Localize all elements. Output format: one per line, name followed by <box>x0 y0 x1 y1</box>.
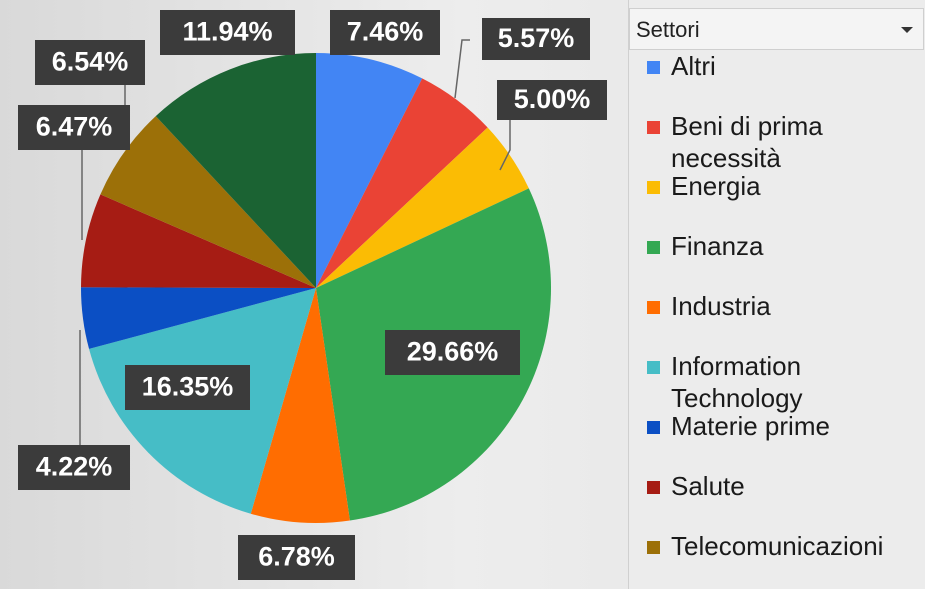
leader-line <box>454 39 470 99</box>
pie-slice <box>250 288 350 524</box>
legend-label: Industria <box>671 291 771 321</box>
legend-item: Beni di prima necessità <box>647 110 917 174</box>
data-label: 6.47% <box>36 112 113 142</box>
pie-slice <box>80 287 316 349</box>
label-box <box>18 445 130 490</box>
legend-label: Salute <box>671 471 745 501</box>
legend-label: Altri <box>671 51 716 81</box>
legend-swatch <box>647 301 660 314</box>
label-box <box>238 535 355 580</box>
label-box <box>35 40 145 85</box>
legend-label: Finanza <box>671 231 764 261</box>
legend-swatch <box>647 361 660 374</box>
legend-swatch <box>647 181 660 194</box>
data-label: 4.22% <box>36 452 113 482</box>
data-label: 11.94% <box>182 17 272 47</box>
data-label: 29.66% <box>407 337 499 367</box>
legend-item: Altri <box>647 50 917 82</box>
legend: Settori Altri Beni di prima necessità Ener… <box>628 0 925 589</box>
legend-label: Materie prime <box>671 411 830 441</box>
legend-item: Industria <box>647 290 917 322</box>
legend-header[interactable]: Settori <box>629 8 924 50</box>
data-label: 7.46% <box>347 17 424 47</box>
legend-item: Information Technology <box>647 350 917 414</box>
label-box <box>160 10 295 55</box>
data-label: 6.54% <box>52 47 129 77</box>
legend-swatch <box>647 541 660 554</box>
dropdown-arrow <box>901 27 913 33</box>
legend-swatch <box>647 421 660 434</box>
legend-swatch <box>647 481 660 494</box>
pie-slice <box>81 194 317 288</box>
label-box <box>18 105 130 150</box>
pie-slice <box>316 53 423 288</box>
legend-swatch <box>647 121 660 134</box>
label-box <box>497 80 607 120</box>
data-label: 5.57% <box>498 23 575 53</box>
label-box <box>385 330 520 375</box>
label-box <box>482 18 590 60</box>
pie-slice <box>100 116 316 288</box>
legend-swatch <box>647 241 660 254</box>
legend-item: Telecomunicazioni <box>647 530 917 562</box>
label-box <box>330 10 440 55</box>
legend-item: Salute <box>647 470 917 502</box>
legend-title: Settori <box>636 17 700 42</box>
data-label: 16.35% <box>142 372 234 402</box>
pie-slice <box>316 127 529 288</box>
legend-swatch <box>647 61 660 74</box>
pie-slice <box>316 78 488 288</box>
legend-label: Information Technology <box>671 351 803 413</box>
data-label: 6.78% <box>258 542 335 572</box>
legend-item: Materie prime <box>647 410 917 442</box>
leader-line <box>499 120 511 171</box>
pie-slice <box>155 53 316 288</box>
label-box <box>125 365 250 410</box>
legend-item: Energia <box>647 170 917 202</box>
data-label: 5.00% <box>514 84 591 114</box>
chart: 7.46% 5.57% 5.00% 29.66% 6.78% 16.35% 4.22% 6.4… <box>18 10 607 580</box>
legend-item: Finanza <box>647 230 917 262</box>
legend-label: Energia <box>671 171 761 201</box>
legend-label: Beni di prima necessità <box>671 111 823 173</box>
legend-label: Telecomunicazioni <box>671 531 884 561</box>
